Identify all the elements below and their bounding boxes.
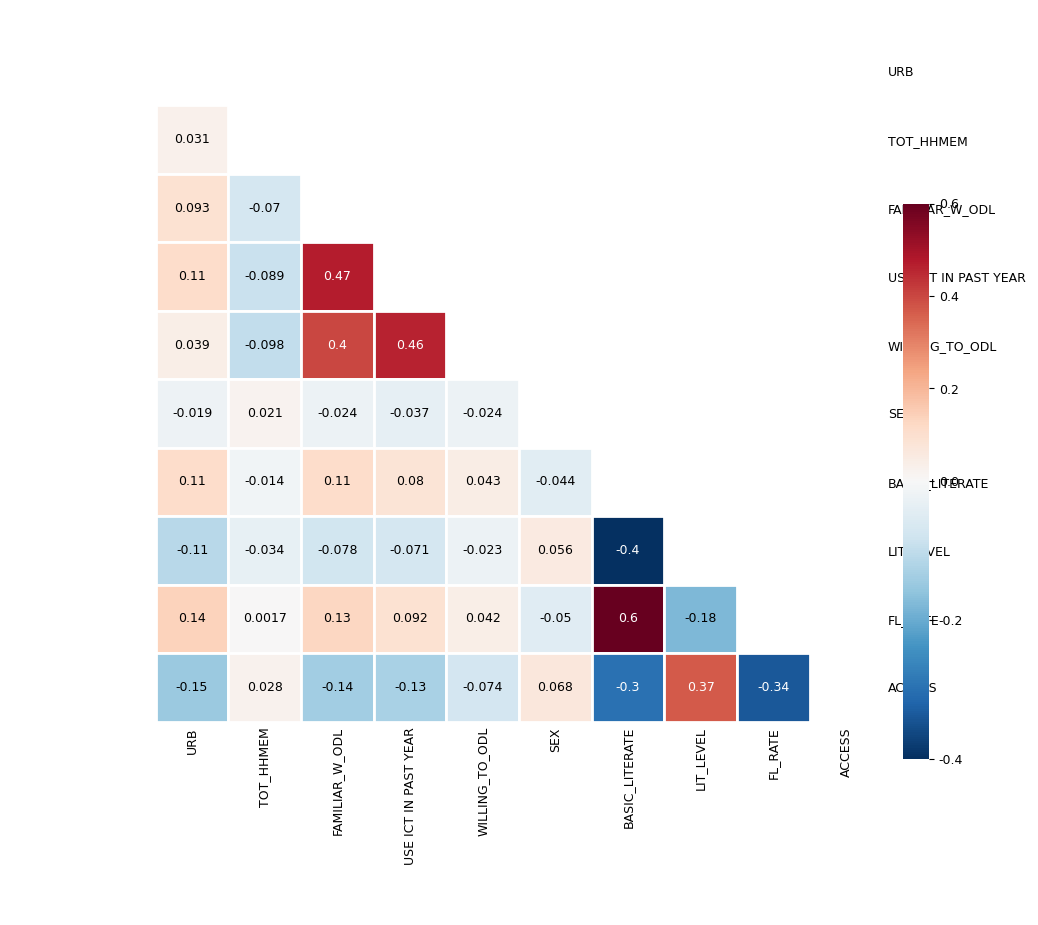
Bar bbox=[228, 174, 301, 242]
Bar bbox=[156, 653, 228, 722]
Text: 0.6: 0.6 bbox=[618, 612, 638, 625]
Bar bbox=[446, 653, 519, 722]
Text: 0.13: 0.13 bbox=[324, 612, 351, 625]
Text: -0.18: -0.18 bbox=[684, 612, 717, 625]
Text: 0.37: 0.37 bbox=[687, 681, 714, 694]
Text: -0.15: -0.15 bbox=[175, 681, 209, 694]
Bar bbox=[519, 448, 592, 516]
Bar bbox=[156, 105, 228, 174]
Bar bbox=[446, 516, 519, 585]
Bar bbox=[374, 516, 446, 585]
Bar bbox=[737, 653, 810, 722]
Text: 0.092: 0.092 bbox=[392, 612, 428, 625]
Bar bbox=[228, 379, 301, 448]
Text: -0.098: -0.098 bbox=[245, 339, 284, 352]
Text: -0.019: -0.019 bbox=[172, 407, 212, 420]
Text: 0.093: 0.093 bbox=[174, 202, 210, 215]
Bar bbox=[374, 448, 446, 516]
Bar bbox=[446, 585, 519, 653]
Text: 0.042: 0.042 bbox=[465, 612, 500, 625]
Text: 0.46: 0.46 bbox=[397, 339, 424, 352]
Bar bbox=[156, 448, 228, 516]
Bar bbox=[301, 448, 374, 516]
Text: -0.11: -0.11 bbox=[175, 544, 209, 557]
Bar bbox=[301, 379, 374, 448]
Bar bbox=[228, 242, 301, 311]
Bar bbox=[446, 448, 519, 516]
Bar bbox=[228, 311, 301, 379]
Text: 0.11: 0.11 bbox=[179, 475, 206, 488]
Text: -0.14: -0.14 bbox=[321, 681, 354, 694]
Bar bbox=[301, 311, 374, 379]
Text: -0.071: -0.071 bbox=[390, 544, 430, 557]
Text: -0.024: -0.024 bbox=[318, 407, 357, 420]
Text: 0.47: 0.47 bbox=[324, 270, 351, 283]
Text: -0.078: -0.078 bbox=[317, 544, 358, 557]
Bar bbox=[592, 585, 664, 653]
Bar bbox=[301, 653, 374, 722]
Text: 0.08: 0.08 bbox=[397, 475, 424, 488]
Bar bbox=[374, 379, 446, 448]
Bar bbox=[156, 379, 228, 448]
Text: -0.05: -0.05 bbox=[539, 612, 572, 625]
Bar bbox=[156, 174, 228, 242]
Text: 0.021: 0.021 bbox=[247, 407, 282, 420]
Text: 0.031: 0.031 bbox=[174, 133, 210, 146]
Text: 0.056: 0.056 bbox=[538, 544, 573, 557]
Text: -0.044: -0.044 bbox=[536, 475, 575, 488]
Bar bbox=[228, 653, 301, 722]
Bar bbox=[156, 242, 228, 311]
Text: -0.13: -0.13 bbox=[393, 681, 427, 694]
Text: 0.043: 0.043 bbox=[465, 475, 500, 488]
Text: -0.089: -0.089 bbox=[245, 270, 284, 283]
Text: -0.074: -0.074 bbox=[463, 681, 502, 694]
Bar bbox=[156, 311, 228, 379]
Text: -0.34: -0.34 bbox=[757, 681, 790, 694]
Text: 0.068: 0.068 bbox=[538, 681, 573, 694]
Text: -0.024: -0.024 bbox=[463, 407, 502, 420]
Bar bbox=[228, 516, 301, 585]
Text: 0.11: 0.11 bbox=[324, 475, 351, 488]
Text: 0.028: 0.028 bbox=[247, 681, 282, 694]
Text: -0.034: -0.034 bbox=[245, 544, 284, 557]
Bar bbox=[301, 585, 374, 653]
Bar bbox=[374, 585, 446, 653]
Text: 0.14: 0.14 bbox=[179, 612, 206, 625]
Text: 0.11: 0.11 bbox=[179, 270, 206, 283]
Bar bbox=[301, 242, 374, 311]
Bar bbox=[228, 585, 301, 653]
Bar bbox=[156, 516, 228, 585]
Text: -0.07: -0.07 bbox=[248, 202, 281, 215]
Bar bbox=[374, 311, 446, 379]
Text: 0.039: 0.039 bbox=[174, 339, 210, 352]
Text: -0.4: -0.4 bbox=[616, 544, 640, 557]
Bar bbox=[664, 653, 737, 722]
Bar bbox=[519, 585, 592, 653]
Text: -0.023: -0.023 bbox=[463, 544, 502, 557]
Bar bbox=[519, 516, 592, 585]
Bar bbox=[301, 516, 374, 585]
Bar bbox=[592, 516, 664, 585]
Text: 0.0017: 0.0017 bbox=[243, 612, 286, 625]
Bar bbox=[156, 585, 228, 653]
Text: 0.4: 0.4 bbox=[327, 339, 348, 352]
Text: -0.014: -0.014 bbox=[245, 475, 284, 488]
Bar bbox=[374, 653, 446, 722]
Bar bbox=[446, 379, 519, 448]
Bar bbox=[228, 448, 301, 516]
Text: -0.3: -0.3 bbox=[616, 681, 640, 694]
Bar bbox=[592, 653, 664, 722]
Bar bbox=[664, 585, 737, 653]
Text: -0.037: -0.037 bbox=[390, 407, 430, 420]
Bar bbox=[519, 653, 592, 722]
